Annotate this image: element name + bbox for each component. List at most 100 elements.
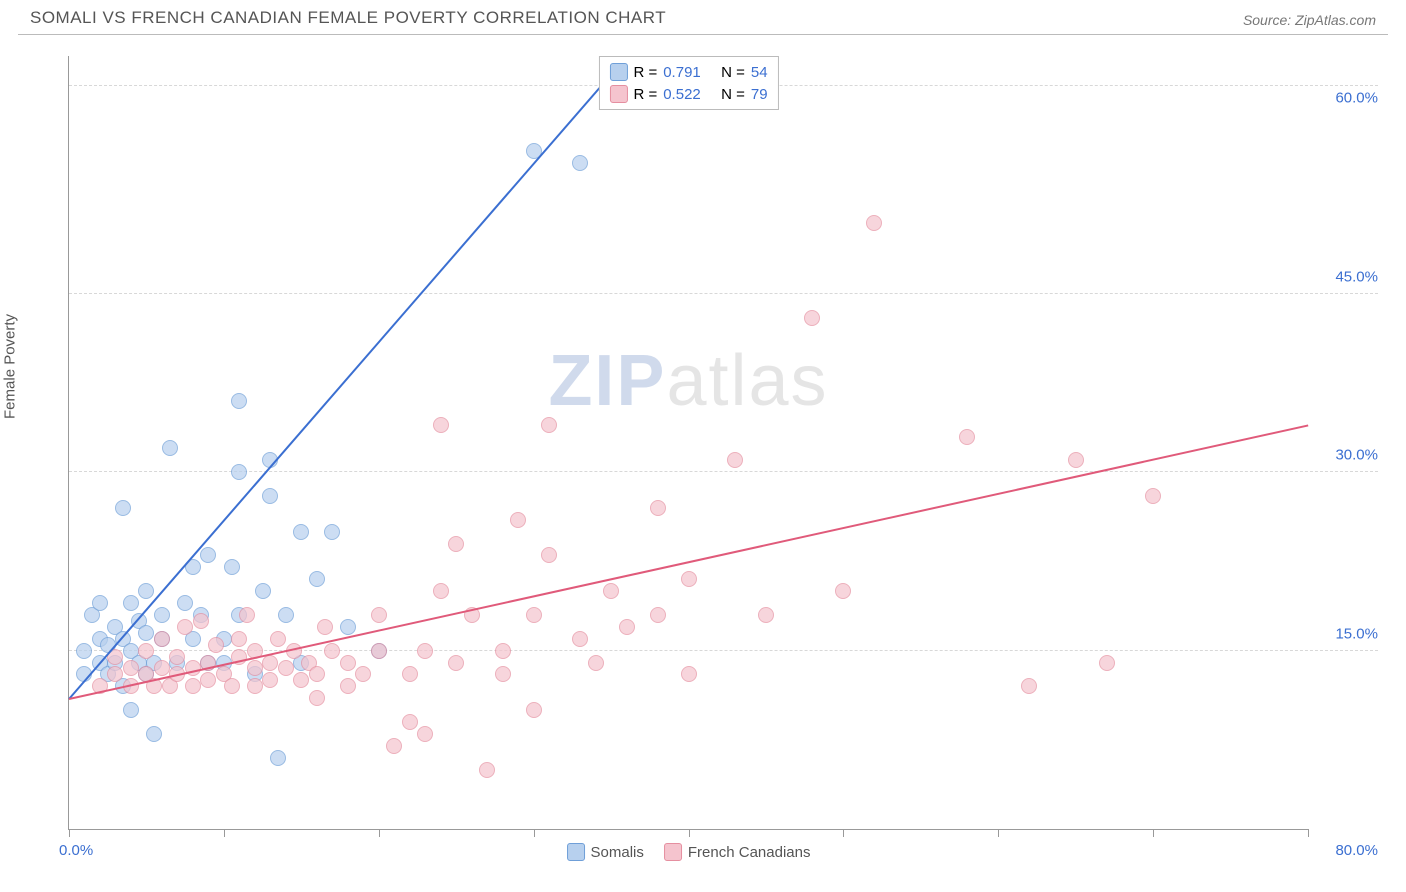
x-tick <box>843 829 844 837</box>
x-tick <box>534 829 535 837</box>
data-point <box>572 631 588 647</box>
legend-swatch-icon <box>664 843 682 861</box>
x-tick <box>224 829 225 837</box>
data-point <box>169 649 185 665</box>
gridline <box>69 650 1378 651</box>
data-point <box>262 488 278 504</box>
data-point <box>603 583 619 599</box>
data-point <box>270 750 286 766</box>
y-tick-label: 60.0% <box>1318 90 1378 107</box>
data-point <box>681 571 697 587</box>
chart-title: SOMALI VS FRENCH CANADIAN FEMALE POVERTY… <box>30 8 666 28</box>
data-point <box>278 660 294 676</box>
data-point <box>835 583 851 599</box>
data-point <box>340 655 356 671</box>
y-tick-label: 15.0% <box>1318 625 1378 642</box>
data-point <box>479 762 495 778</box>
data-point <box>262 655 278 671</box>
data-point <box>278 607 294 623</box>
data-point <box>433 417 449 433</box>
data-point <box>386 738 402 754</box>
data-point <box>371 607 387 623</box>
data-point <box>510 512 526 528</box>
watermark: ZIPatlas <box>548 340 828 422</box>
data-point <box>115 500 131 516</box>
legend-swatch-somalis <box>609 63 627 81</box>
regression-line <box>68 56 627 699</box>
data-point <box>340 619 356 635</box>
data-point <box>588 655 604 671</box>
data-point <box>324 524 340 540</box>
data-point <box>224 678 240 694</box>
data-point <box>650 607 666 623</box>
data-point <box>162 440 178 456</box>
data-point <box>231 464 247 480</box>
data-point <box>417 726 433 742</box>
data-point <box>107 666 123 682</box>
data-point <box>138 583 154 599</box>
data-point <box>1099 655 1115 671</box>
data-point <box>154 631 170 647</box>
data-point <box>270 631 286 647</box>
data-point <box>619 619 635 635</box>
data-point <box>804 310 820 326</box>
legend-swatch-french-canadians <box>609 85 627 103</box>
data-point <box>1068 452 1084 468</box>
x-tick <box>69 829 70 837</box>
legend-row-french-canadians: R = 0.522 N = 79 <box>609 83 767 105</box>
data-point <box>526 607 542 623</box>
data-point <box>247 678 263 694</box>
data-point <box>231 631 247 647</box>
source-attribution: Source: ZipAtlas.com <box>1243 12 1376 28</box>
y-tick-label: 30.0% <box>1318 447 1378 464</box>
data-point <box>448 536 464 552</box>
x-tick <box>689 829 690 837</box>
data-point <box>123 595 139 611</box>
series-legend: Somalis French Canadians <box>567 843 811 861</box>
data-point <box>138 643 154 659</box>
data-point <box>681 666 697 682</box>
data-point <box>495 643 511 659</box>
x-axis-min-label: 0.0% <box>59 842 93 859</box>
scatter-plot-area: ZIPatlas R = 0.791 N = 54 R = 0.522 N = … <box>68 56 1308 830</box>
legend-row-somalis: R = 0.791 N = 54 <box>609 61 767 83</box>
data-point <box>324 643 340 659</box>
x-tick <box>1308 829 1309 837</box>
y-tick-label: 45.0% <box>1318 268 1378 285</box>
data-point <box>239 607 255 623</box>
header-divider <box>18 34 1388 35</box>
data-point <box>138 625 154 641</box>
data-point <box>1021 678 1037 694</box>
data-point <box>317 619 333 635</box>
data-point <box>177 619 193 635</box>
x-tick <box>1153 829 1154 837</box>
data-point <box>208 637 224 653</box>
data-point <box>262 672 278 688</box>
data-point <box>526 702 542 718</box>
data-point <box>417 643 433 659</box>
x-axis-max-label: 80.0% <box>1335 842 1378 859</box>
data-point <box>76 643 92 659</box>
data-point <box>92 595 108 611</box>
data-point <box>146 726 162 742</box>
data-point <box>123 660 139 676</box>
data-point <box>293 672 309 688</box>
data-point <box>541 417 557 433</box>
data-point <box>193 613 209 629</box>
data-point <box>650 500 666 516</box>
data-point <box>541 547 557 563</box>
data-point <box>200 547 216 563</box>
data-point <box>309 666 325 682</box>
data-point <box>293 524 309 540</box>
legend-item-french-canadians: French Canadians <box>664 843 811 861</box>
legend-item-somalis: Somalis <box>567 843 644 861</box>
data-point <box>309 690 325 706</box>
data-point <box>727 452 743 468</box>
data-point <box>355 666 371 682</box>
data-point <box>402 714 418 730</box>
data-point <box>200 672 216 688</box>
data-point <box>255 583 271 599</box>
gridline <box>69 293 1378 294</box>
data-point <box>309 571 325 587</box>
data-point <box>154 660 170 676</box>
